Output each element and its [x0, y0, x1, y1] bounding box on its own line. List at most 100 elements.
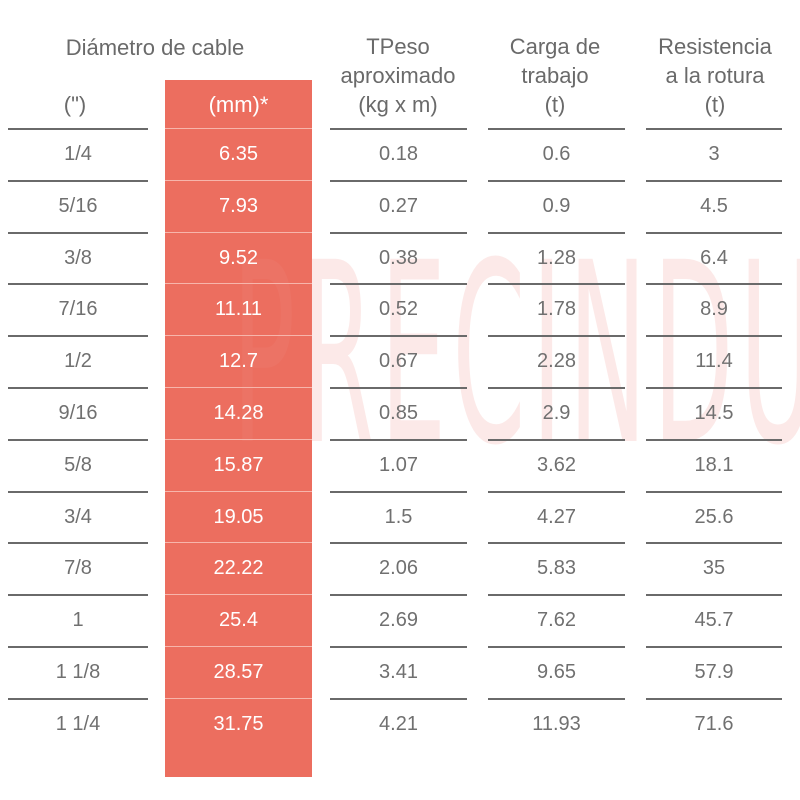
- cell-breaking: 8.9: [700, 298, 728, 320]
- row-divider: [330, 232, 467, 234]
- header-weight-line2: aproximado: [340, 63, 456, 88]
- row-divider: [488, 594, 625, 596]
- row-divider: [646, 232, 782, 234]
- cell-load: 9.65: [537, 661, 576, 683]
- mm-row-divider: [165, 232, 312, 233]
- cell-inch: 1 1/8: [55, 661, 101, 683]
- row-divider: [8, 439, 148, 441]
- mm-row-divider: [165, 128, 312, 129]
- mm-row-divider: [165, 439, 312, 440]
- cell-weight: 0.67: [379, 350, 418, 372]
- cell-mm: 11.11: [214, 298, 263, 320]
- mm-row-divider: [165, 283, 312, 284]
- cell-inch: 3/8: [64, 247, 92, 269]
- cell-weight: 4.21: [379, 713, 418, 735]
- cell-inch: 1: [72, 609, 84, 631]
- row-divider: [8, 646, 148, 648]
- header-breaking-line2: a la rotura: [665, 63, 765, 88]
- cell-inch: 3/4: [64, 506, 92, 528]
- cell-weight: 0.38: [379, 247, 418, 269]
- row-divider: [488, 439, 625, 441]
- cell-breaking: 4.5: [700, 195, 728, 217]
- row-divider: [8, 128, 148, 130]
- cell-mm: 19.05: [213, 506, 264, 528]
- header-load-line3: (t): [544, 92, 566, 117]
- cell-inch: 1/2: [64, 350, 92, 372]
- header-breaking-line1: Resistencia: [658, 34, 772, 59]
- cell-inch: 5/16: [58, 195, 98, 217]
- cell-breaking: 11.4: [695, 350, 733, 372]
- cell-mm: 22.22: [213, 557, 264, 579]
- row-divider: [8, 335, 148, 337]
- cell-inch: 1 1/4: [55, 713, 101, 735]
- row-divider: [646, 128, 782, 130]
- row-divider: [646, 646, 782, 648]
- row-divider: [330, 128, 467, 130]
- row-divider: [330, 335, 467, 337]
- cell-load: 3.62: [537, 454, 576, 476]
- row-divider: [330, 542, 467, 544]
- cell-weight: 2.69: [379, 609, 418, 631]
- row-divider: [646, 542, 782, 544]
- cell-weight: 1.07: [379, 454, 418, 476]
- row-divider: [8, 542, 148, 544]
- cell-inch: 1/4: [64, 143, 92, 165]
- row-divider: [646, 335, 782, 337]
- cell-mm: 28.57: [213, 661, 264, 683]
- header-weight-line1: TPeso: [366, 34, 430, 59]
- cell-weight: 1.5: [384, 506, 413, 528]
- cell-mm: 14.28: [213, 402, 264, 424]
- row-divider: [330, 387, 467, 389]
- cell-breaking: 45.7: [694, 609, 734, 631]
- cell-load: 7.62: [537, 609, 576, 631]
- cell-breaking: 57.9: [694, 661, 734, 683]
- cell-load: 1.78: [537, 298, 576, 320]
- cell-load: 0.6: [542, 143, 571, 165]
- cell-load: 1.28: [537, 247, 576, 269]
- mm-row-divider: [165, 594, 312, 595]
- cell-weight: 2.06: [379, 557, 418, 579]
- cell-weight: 0.18: [379, 143, 418, 165]
- row-divider: [330, 594, 467, 596]
- mm-row-divider: [165, 698, 312, 699]
- row-divider: [488, 542, 625, 544]
- row-divider: [8, 387, 148, 389]
- cell-mm: 7.93: [219, 195, 258, 217]
- row-divider: [8, 594, 148, 596]
- row-divider: [646, 283, 782, 285]
- cell-breaking: 3: [708, 143, 720, 165]
- cell-load: 0.9: [542, 195, 571, 217]
- row-divider: [488, 698, 625, 700]
- row-divider: [646, 594, 782, 596]
- row-divider: [8, 283, 148, 285]
- row-divider: [488, 335, 625, 337]
- cell-mm: 15.87: [213, 454, 264, 476]
- mm-row-divider: [165, 180, 312, 181]
- mm-row-divider: [165, 387, 312, 388]
- mm-row-divider: [165, 335, 312, 336]
- cell-inch: 9/16: [58, 402, 98, 424]
- row-divider: [646, 180, 782, 182]
- cell-load: 4.27: [537, 506, 576, 528]
- header-breaking: Resistencia a la rotura (t): [640, 32, 790, 119]
- row-divider: [330, 698, 467, 700]
- row-divider: [488, 387, 625, 389]
- row-divider: [646, 387, 782, 389]
- cell-load: 2.9: [542, 402, 571, 424]
- row-divider: [8, 491, 148, 493]
- mm-column-highlight: [165, 80, 312, 777]
- cell-weight: 3.41: [379, 661, 418, 683]
- row-divider: [488, 232, 625, 234]
- cell-mm: 9.52: [219, 247, 258, 269]
- header-mm: (mm)*: [208, 92, 269, 117]
- header-load-line1: Carga de: [509, 34, 601, 59]
- header-breaking-line3: (t): [704, 92, 726, 117]
- cell-breaking: 6.4: [700, 247, 728, 269]
- row-divider: [646, 491, 782, 493]
- cell-breaking: 18.1: [694, 454, 734, 476]
- cell-inch: 5/8: [64, 454, 92, 476]
- row-divider: [488, 491, 625, 493]
- cell-mm: 31.75: [213, 713, 264, 735]
- row-divider: [488, 180, 625, 182]
- cell-weight: 0.27: [379, 195, 418, 217]
